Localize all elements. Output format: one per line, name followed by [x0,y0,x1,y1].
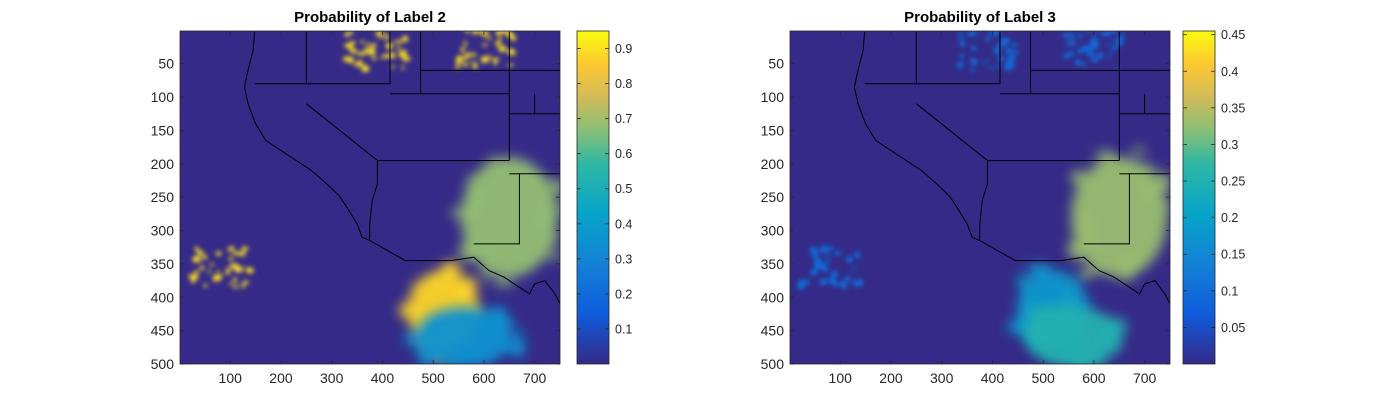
y-tick-label: 250 [151,189,175,205]
boundary-line [971,236,980,241]
y-tick-label: 150 [151,122,175,138]
colorbar-tick-label: 0.35 [1221,101,1245,115]
boundary-line [306,31,391,85]
colorbar-tick-label: 0.4 [615,217,632,231]
colorbar [1182,30,1216,365]
boundary-line [853,31,973,238]
y-tick-label: 400 [761,289,785,305]
heatmap-storm-region [404,306,526,364]
boundary-line [1083,173,1170,245]
boundary-line [979,240,1170,305]
heatmap-storm-region [1068,147,1170,281]
y-tick-label: 50 [768,56,784,72]
boundary-line [369,240,560,305]
y-tick-label: 300 [761,223,785,239]
x-tick-label: 100 [829,370,853,386]
x-tick-label: 600 [472,370,496,386]
colorbar-tick-label: 0.8 [615,77,632,91]
colorbar-tick-label: 0.3 [1221,138,1238,152]
x-tick-label: 700 [523,370,547,386]
heatmap-storm-region [1023,295,1127,364]
x-tick-label: 500 [1031,370,1055,386]
chart-title: Probability of Label 3 [904,9,1056,26]
colorbar-tick-label: 0.6 [615,147,632,161]
y-tick-label: 200 [761,156,785,172]
boundary-overlay [853,31,1170,305]
y-tick-label: 50 [158,56,174,72]
y-tick-label: 500 [761,356,785,372]
chart-panel-3: Probability of Label 3 100 200 300 400 500 600… [761,9,1246,386]
heatmap-speckle-cluster [188,245,254,289]
y-tick-label: 450 [151,323,175,339]
colorbar-tick-label: 0.4 [1221,65,1238,79]
heatmap-speckle-cluster [1061,31,1125,70]
colorbar [576,30,610,365]
chart-title: Probability of Label 2 [294,9,446,26]
boundary-line [305,103,378,241]
heatmap-speckle-cluster [796,245,864,290]
x-tick-label: 100 [219,370,243,386]
x-tick-label: 200 [269,370,293,386]
y-tick-label: 150 [761,122,785,138]
colorbar-tick-label: 0.1 [615,322,632,336]
boundary-overlay [243,31,560,305]
colorbar-tick-label: 0.2 [615,287,632,301]
y-tick-label: 100 [761,89,785,105]
colorbar-tick-label: 0.45 [1221,28,1245,42]
x-tick-label: 600 [1082,370,1106,386]
y-tick-label: 350 [761,256,785,272]
boundary-line [361,236,370,241]
y-tick-label: 250 [761,189,785,205]
colorbar-tick-label: 0.15 [1221,248,1245,262]
colorbar-tick-label: 0.5 [615,182,632,196]
chart-panel-2: Probability of Label 2 100 200 300 400 500 600… [151,9,633,386]
y-tick-label: 100 [151,89,175,105]
x-tick-label: 200 [879,370,903,386]
heatmap-storm-region [450,157,560,287]
y-tick-label: 200 [151,156,175,172]
y-tick-label: 500 [151,356,175,372]
x-tick-label: 700 [1133,370,1157,386]
boundary-line [243,31,363,238]
y-tick-label: 450 [761,323,785,339]
colorbar-tick-label: 0.3 [615,252,632,266]
heatmap-field [796,31,1170,364]
x-tick-label: 400 [371,370,395,386]
colorbar-tick-label: 0.2 [1221,211,1238,225]
x-tick-label: 300 [930,370,954,386]
x-tick-label: 500 [421,370,445,386]
y-tick-label: 350 [151,256,175,272]
boundary-line [916,31,1001,85]
y-tick-label: 400 [151,289,175,305]
colorbar-tick-label: 0.25 [1221,175,1245,189]
colorbar-tick-label: 0.9 [615,42,632,56]
x-tick-label: 300 [320,370,344,386]
heatmap-speckle-cluster [956,31,1019,73]
colorbar-tick-label: 0.1 [1221,284,1238,298]
heatmap-speckle-cluster [342,31,411,73]
colorbar-tick-label: 0.7 [615,112,632,126]
y-tick-label: 300 [151,223,175,239]
boundary-line [473,173,560,245]
boundary-line [915,103,988,241]
x-tick-label: 400 [981,370,1005,386]
colorbar-tick-label: 0.05 [1221,321,1245,335]
